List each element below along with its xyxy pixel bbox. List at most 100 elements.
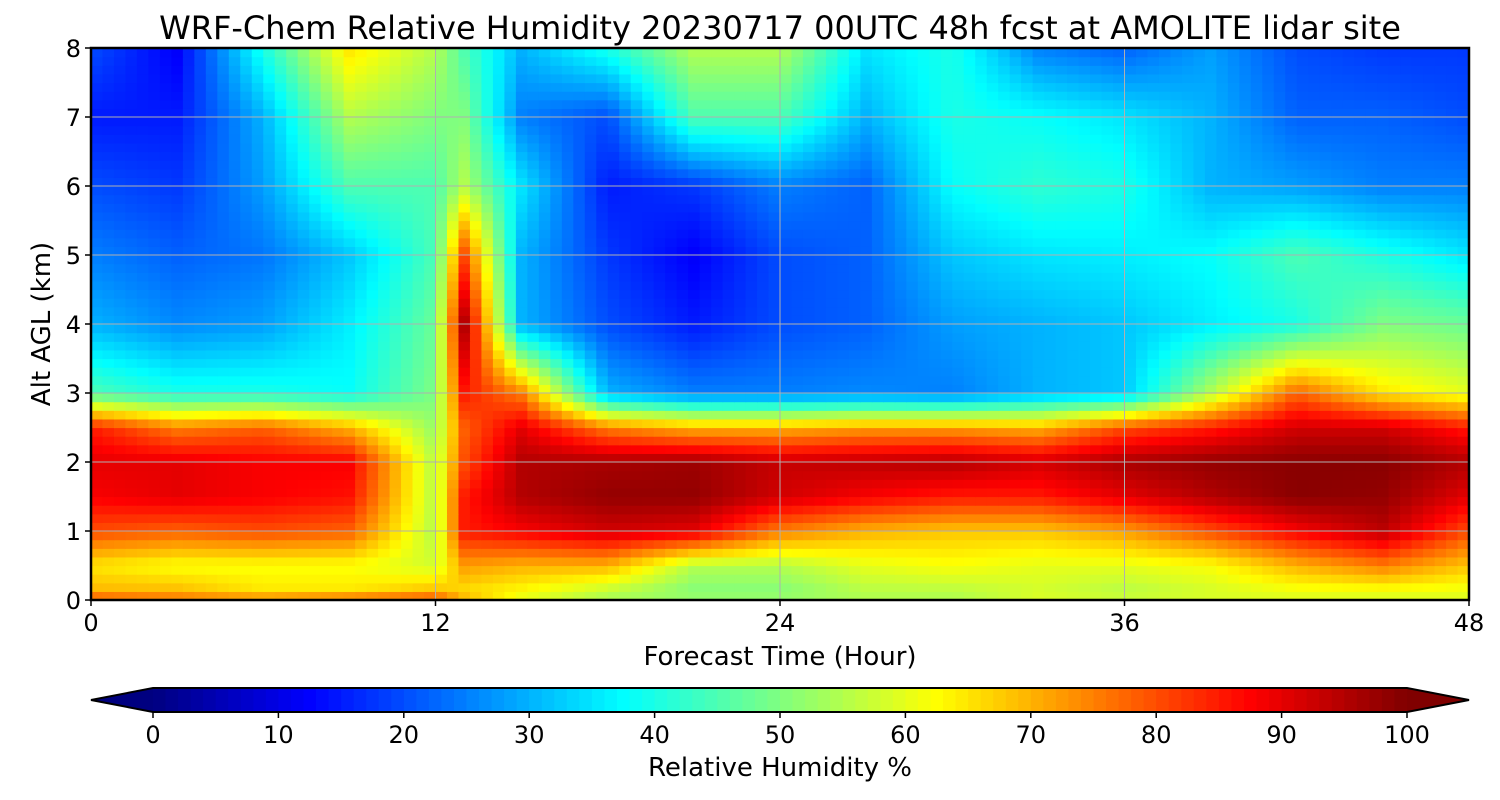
- heat-cell: [722, 375, 735, 385]
- heat-cell: [263, 324, 276, 334]
- heat-cell: [848, 358, 861, 368]
- heat-cell: [1135, 479, 1149, 489]
- heat-cell: [837, 539, 850, 549]
- heat-cell: [332, 255, 345, 265]
- heat-cell: [527, 444, 540, 454]
- heat-cell: [1400, 582, 1413, 592]
- heat-cell: [113, 393, 127, 403]
- heat-cell: [1400, 401, 1413, 411]
- heat-cell: [527, 367, 540, 377]
- heat-cell: [401, 237, 414, 247]
- heat-cell: [906, 246, 919, 256]
- heat-cell: [837, 246, 850, 256]
- heat-cell: [1319, 522, 1332, 532]
- heat-cell: [297, 272, 310, 282]
- heat-cell: [1331, 548, 1344, 558]
- heat-cell: [1135, 444, 1149, 454]
- heat-cell: [1067, 393, 1080, 403]
- heat-cell: [1457, 324, 1469, 334]
- heat-cell: [1113, 470, 1126, 480]
- heat-cell: [378, 358, 391, 368]
- heat-cell: [1101, 246, 1114, 256]
- heat-cell: [1055, 246, 1068, 256]
- heat-cell: [389, 315, 402, 325]
- heat-cell: [125, 505, 138, 515]
- heat-cell: [1354, 505, 1367, 515]
- heat-cell: [263, 393, 276, 403]
- heat-cell: [309, 462, 322, 472]
- heat-cell: [1308, 349, 1321, 360]
- heat-cell: [1262, 332, 1275, 342]
- heat-cell: [1193, 289, 1206, 299]
- heat-cell: [136, 410, 150, 420]
- heat-cell: [91, 453, 104, 463]
- heat-cell: [1078, 367, 1091, 377]
- heat-cell: [1331, 513, 1344, 523]
- heat-cell: [665, 263, 678, 273]
- heat-cell: [171, 401, 184, 411]
- heat-cell: [343, 574, 356, 584]
- heat-cell: [446, 315, 460, 325]
- heat-cell: [1135, 263, 1149, 273]
- heat-cell: [1308, 341, 1321, 351]
- heat-cell: [1204, 436, 1217, 446]
- heat-cell: [1158, 539, 1172, 549]
- heat-cell: [1457, 341, 1469, 351]
- heat-cell: [1021, 367, 1034, 377]
- heat-cell: [883, 548, 896, 558]
- heat-cell: [1055, 556, 1068, 567]
- heat-cell: [940, 393, 953, 403]
- heat-cell: [240, 418, 253, 429]
- heat-cell: [125, 324, 138, 334]
- heat-cell: [1400, 341, 1413, 351]
- heat-cell: [435, 453, 448, 463]
- heat-cell: [998, 410, 1011, 420]
- heat-cell: [757, 401, 770, 411]
- heat-cell: [148, 496, 161, 506]
- heat-cell: [1227, 280, 1240, 291]
- heat-cell: [757, 453, 770, 463]
- heat-cell: [573, 427, 586, 437]
- heat-cell: [527, 487, 540, 498]
- heat-cell: [458, 410, 471, 420]
- heat-cell: [1262, 513, 1275, 523]
- heat-cell: [1124, 462, 1137, 472]
- heat-cell: [1227, 298, 1240, 308]
- heat-cell: [1250, 462, 1263, 472]
- heat-cell: [665, 479, 678, 489]
- heat-cell: [297, 582, 310, 592]
- heat-cell: [1308, 496, 1321, 506]
- heat-cell: [240, 298, 253, 308]
- heat-cell: [596, 332, 609, 342]
- heat-cell: [1400, 496, 1413, 506]
- heat-cell: [929, 427, 942, 437]
- heat-cell: [917, 470, 930, 480]
- heat-cell: [550, 401, 563, 411]
- heat-cell: [688, 453, 701, 463]
- heat-cell: [1078, 255, 1091, 265]
- heat-cell: [1308, 246, 1321, 256]
- heat-cell: [159, 349, 172, 360]
- heat-cell: [1423, 298, 1436, 308]
- heat-cell: [871, 289, 884, 299]
- heat-cell: [148, 298, 161, 308]
- heat-cell: [136, 375, 150, 385]
- heat-cell: [389, 436, 402, 446]
- heat-cell: [1319, 324, 1332, 334]
- heat-cell: [1021, 496, 1034, 506]
- heat-cell: [573, 479, 586, 489]
- heat-cell: [286, 427, 299, 437]
- heat-cell: [734, 349, 747, 360]
- heat-cell: [573, 582, 586, 592]
- heat-cell: [1239, 505, 1252, 515]
- heat-cell: [148, 332, 161, 342]
- heat-cell: [297, 574, 310, 584]
- heat-cell: [355, 522, 368, 532]
- heat-cell: [676, 237, 689, 247]
- heat-cell: [1147, 574, 1160, 584]
- heat-cell: [1331, 427, 1344, 437]
- heat-cell: [1055, 531, 1068, 541]
- heat-cell: [814, 574, 827, 584]
- heat-cell: [1044, 453, 1057, 463]
- heat-cell: [401, 306, 414, 316]
